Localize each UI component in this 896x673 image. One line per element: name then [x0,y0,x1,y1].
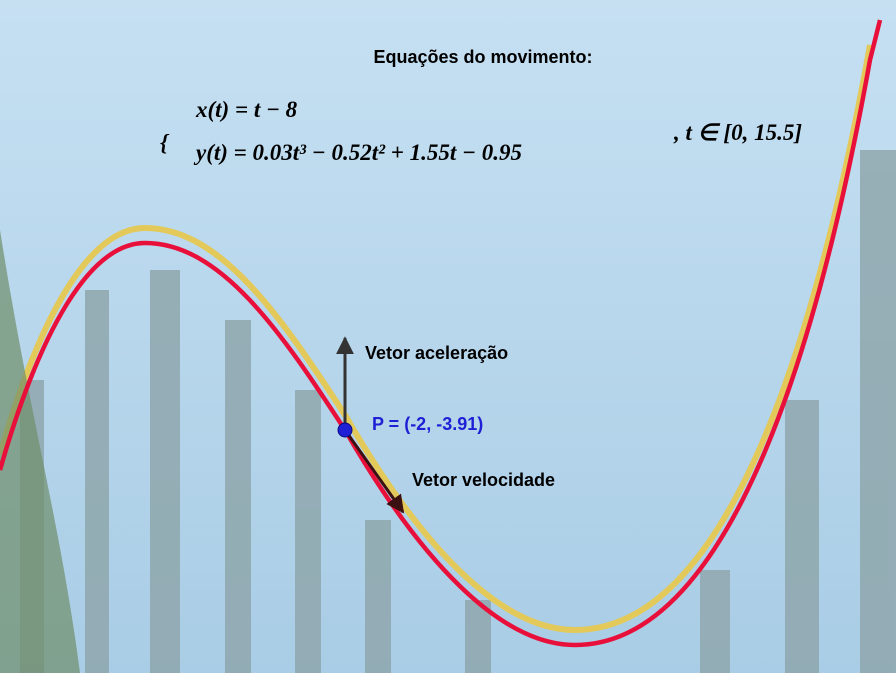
title: Equações do movimento: [373,47,592,67]
equation-y: y(t) = 0.03t³ − 0.52t² + 1.55t − 0.95 [193,140,522,165]
equation-domain: , t ∈ [0, 15.5] [673,120,802,145]
equation-x: x(t) = t − 8 [195,97,298,122]
velocity-vector [343,429,405,514]
pillars [20,150,896,673]
acceleration-label: Vetor aceleração [365,343,508,363]
brace: { [160,130,170,155]
point-p[interactable] [337,422,353,438]
point-label: P = (-2, -3.91) [372,414,483,434]
velocity-label: Vetor velocidade [412,470,555,490]
trajectory-curve [0,19,883,648]
palm-tree [0,230,80,673]
